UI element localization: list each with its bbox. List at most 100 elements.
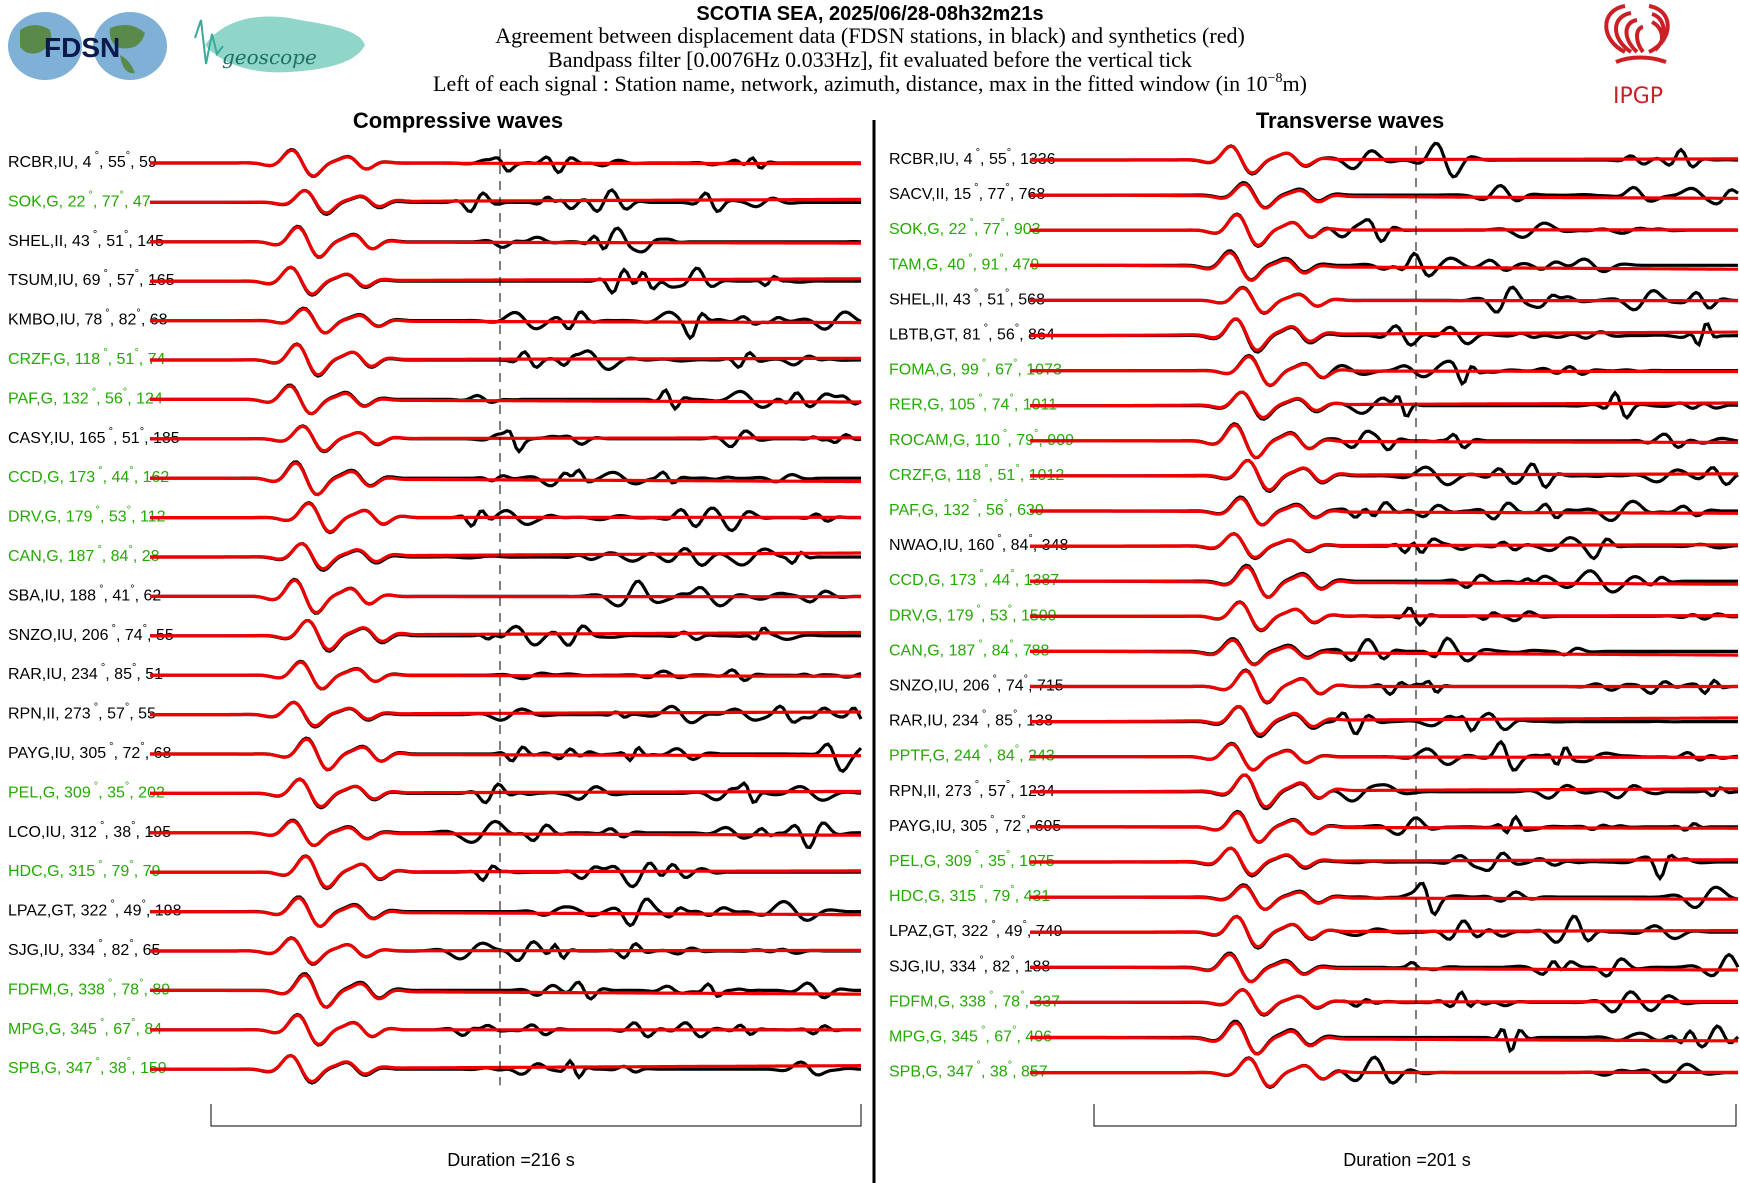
degree-mark: ° [100,268,107,280]
header-line-2: Bandpass filter [0.0076Hz 0.033Hz], fit … [548,47,1192,72]
station-label: SBA,IU, 188 °, 41°, 62 [8,583,161,604]
station-max: , 65 [134,942,161,959]
degree-mark: ° [978,1025,985,1037]
station-row: SBA,IU, 188 °, 41°, 62 [8,577,861,615]
synthetic-trace [1030,317,1738,352]
station-label: TAM,G, 40 °, 91°, 479 [889,252,1039,273]
station-row: CCD,G, 173 °, 44°, 1387 [889,563,1738,599]
synthetic-trace [1030,704,1739,737]
station-distance: , 53 [981,607,1008,624]
degree-mark: ° [108,623,115,635]
degree-mark: ° [994,533,1001,545]
degree-mark: ° [97,820,104,832]
station-max: , 84 [135,1021,162,1038]
degree-mark: ° [100,347,107,359]
station-distance: , 72 [114,745,141,762]
station-distance: , 38 [104,824,131,841]
station-distance: , 51 [113,430,140,447]
station-row: RPN,II, 273 °, 57°, 55 [8,700,863,729]
station-label: LPAZ,GT, 322 °, 49°, 198 [8,899,182,920]
station-label: MPG,G, 345 °, 67°, 406 [889,1025,1052,1046]
synthetic-trace [1030,884,1738,912]
degree-mark: ° [127,1056,131,1068]
station-max: , 903 [1005,221,1041,238]
synthetic-trace [150,619,861,652]
degree-mark: ° [106,741,113,753]
station-name: NWAO,IU, 160 [889,537,994,554]
station-name: PAYG,IU, 305 [8,745,106,762]
panel-title-transverse: Transverse waves [1256,108,1444,133]
station-label: MPG,G, 345 °, 67°, 84 [8,1017,162,1038]
station-max: , 112 [131,509,166,526]
station-row: RCBR,IU, 4 °, 55°, 1336 [889,141,1738,179]
degree-mark: ° [1034,428,1038,440]
station-distance: , 82 [984,958,1011,975]
station-label: SJG,IU, 334 °, 82°, 65 [8,938,161,959]
station-label: PEL,G, 309 °, 35°, 1075 [889,849,1055,870]
duration-bracket-compressive [210,1104,862,1127]
synthetic-trace [150,777,862,809]
station-label: KMBO,IU, 78 °, 82°, 68 [8,308,168,329]
station-row: RPN,II, 273 °, 57°, 1234 [889,773,1739,811]
station-name: SJG,IU, 334 [889,958,976,975]
station-distance: , 79 [984,888,1011,905]
station-name: HDC,G, 315 [8,863,95,880]
degree-mark: ° [1015,463,1019,475]
station-label: RPN,II, 273 °, 57°, 1234 [889,779,1055,800]
compressive-traces: RCBR,IU, 4 °, 55°, 59 SOK,G, 22 °, 77°, 4… [8,147,863,1086]
synthetic-trace [1030,251,1738,283]
degree-mark: ° [999,252,1003,264]
station-label: PAYG,IU, 305 °, 72°, 68 [8,741,171,762]
degree-mark: ° [139,977,143,989]
station-label: RPN,II, 273 °, 57°, 55 [8,702,156,723]
degree-mark: ° [975,393,982,405]
station-label: SNZO,IU, 206 °, 74°, 715 [889,674,1064,695]
degree-mark: ° [981,744,988,756]
station-label: FOMA,G, 99 °, 67°, 1073 [889,358,1062,379]
synthetic-trace [150,148,861,178]
station-label: LBTB,GT, 81 °, 56°, 864 [889,323,1055,344]
synthetic-trace [150,501,861,534]
station-distance: , 91 [973,256,1000,273]
station-row: RCBR,IU, 4 °, 55°, 59 [8,147,861,178]
station-row: SOK,G, 22 °, 77°, 47 [8,188,862,216]
synthetic-trace [1030,423,1738,460]
station-distance: , 67 [985,1029,1012,1046]
degree-mark: ° [971,182,978,194]
degree-mark: ° [966,217,973,229]
station-row: SJG,IU, 334 °, 82°, 65 [8,936,861,966]
degree-mark: ° [123,386,127,398]
degree-mark: ° [93,1056,100,1068]
degree-mark: ° [1013,358,1017,370]
station-distance: , 35 [979,853,1006,870]
station-label: LPAZ,GT, 322 °, 49°, 749 [889,919,1063,940]
station-row: MPG,G, 345 °, 67°, 406 [889,1019,1740,1056]
station-distance: , 51 [97,233,124,250]
station-max: , 47 [124,193,151,210]
degree-mark: ° [1024,674,1028,686]
synthetic-trace [1030,638,1738,667]
station-row: RER,G, 105 °, 74°, 1011 [889,390,1739,421]
synthetic-trace [150,973,861,1009]
header-line-1: Agreement between displacement data (FDS… [495,23,1245,48]
station-label: SOK,G, 22 °, 77°, 47 [8,189,151,210]
synthetic-trace [1030,952,1738,984]
degree-mark: ° [976,954,983,966]
station-distance: , 79 [1007,432,1034,449]
station-distance: , 53 [100,509,127,526]
station-distance: , 38 [981,1064,1008,1081]
station-name: RPN,II, 273 [889,783,972,800]
station-name: SOK,G, 22 [8,193,85,210]
degree-mark: ° [1008,603,1012,615]
station-max: , 62 [135,587,162,604]
degree-mark: ° [98,662,105,674]
synthetic-trace [1030,354,1739,388]
ipgp-logo: IPGP [1604,4,1670,109]
header-line-3-prefix: Left of each signal : Station name, netw… [433,71,1268,96]
degree-mark: ° [981,463,988,475]
station-row: MPG,G, 345 °, 67°, 84 [8,1012,861,1047]
degree-mark: ° [131,820,135,832]
degree-mark: ° [90,229,97,241]
degree-mark: ° [95,938,102,950]
station-distance: , 74 [116,627,143,644]
